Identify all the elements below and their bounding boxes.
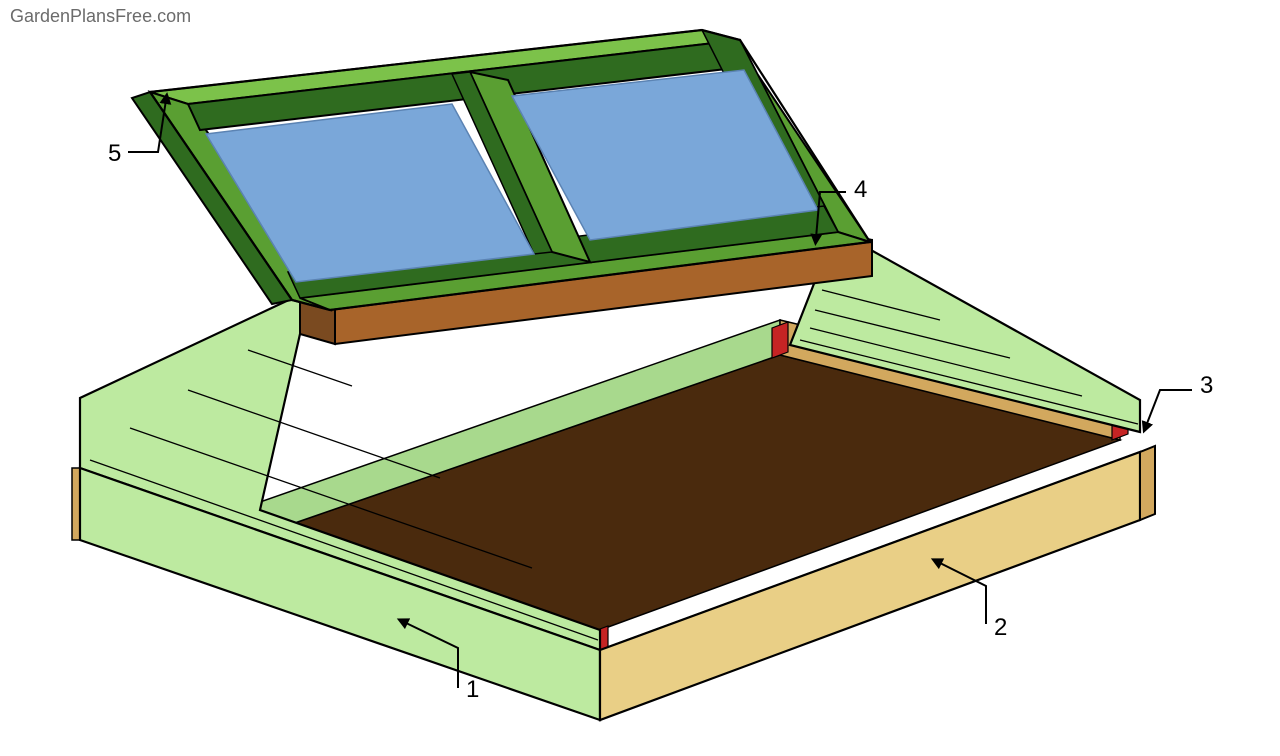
callout-label-1: 1 [466,676,479,704]
post-back [772,322,788,358]
callout-label-4: 4 [854,176,867,204]
callout-label-2: 2 [994,614,1007,642]
watermark-text: GardenPlansFree.com [10,6,191,27]
diagram-canvas [0,0,1280,756]
callout-label-3: 3 [1200,372,1213,400]
right-board-endcap [1140,446,1155,520]
callout-label-5: 5 [108,140,121,168]
